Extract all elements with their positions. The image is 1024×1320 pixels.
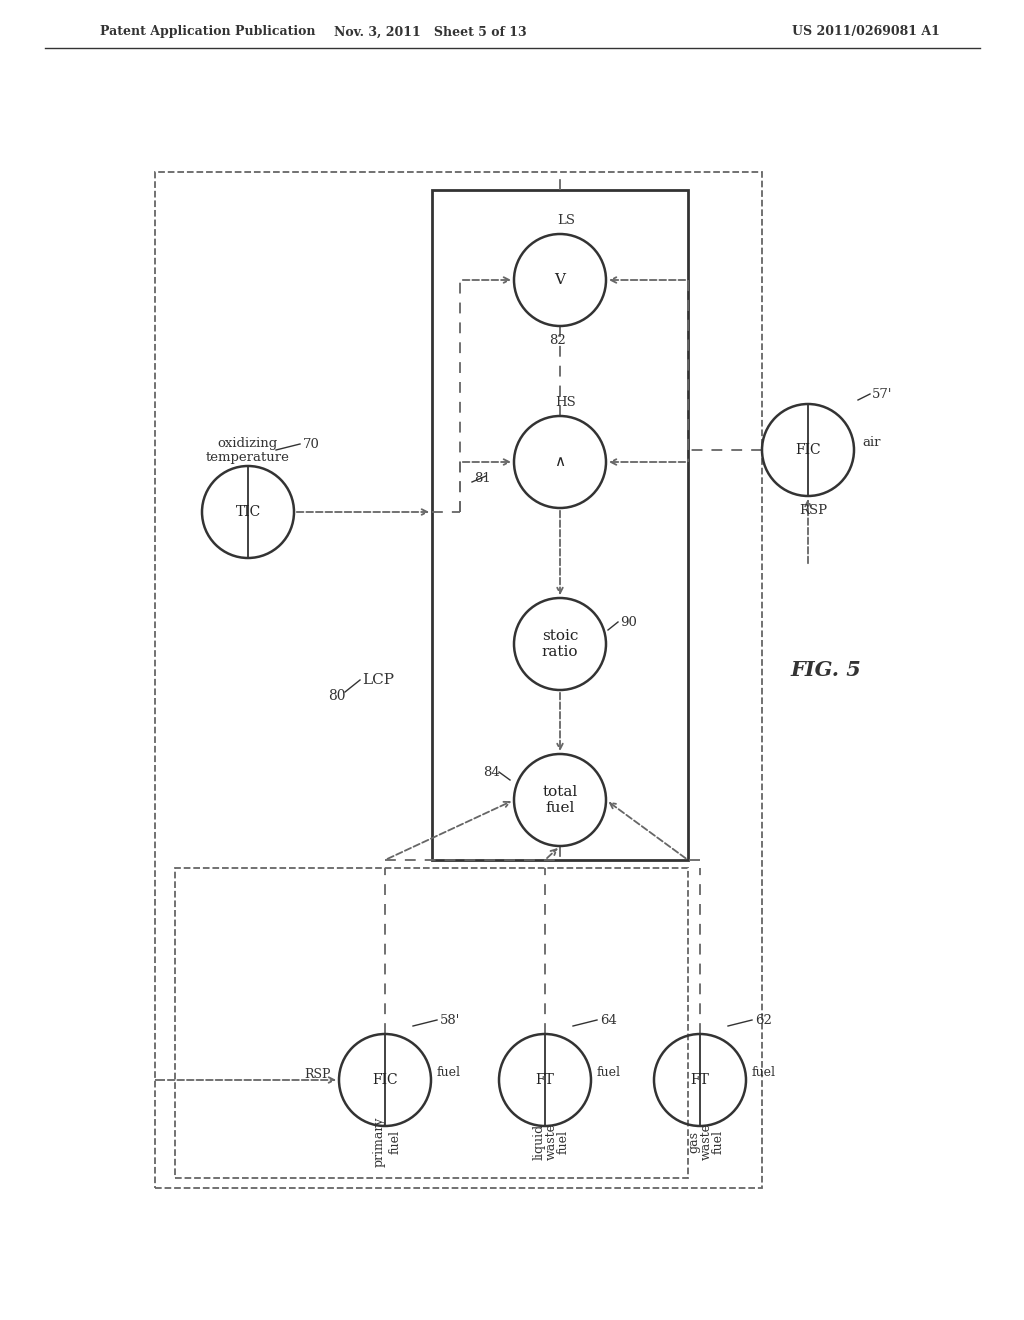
Text: TIC: TIC	[236, 506, 261, 519]
Text: 80: 80	[328, 689, 345, 704]
Text: fuel: fuel	[437, 1065, 461, 1078]
Text: 58': 58'	[440, 1014, 461, 1027]
Text: fuel: fuel	[388, 1130, 401, 1154]
Text: waste: waste	[699, 1123, 713, 1160]
Text: HS: HS	[556, 396, 577, 409]
Text: fuel: fuel	[556, 1130, 569, 1154]
Text: temperature: temperature	[206, 451, 290, 465]
Text: Nov. 3, 2011   Sheet 5 of 13: Nov. 3, 2011 Sheet 5 of 13	[334, 25, 526, 38]
Text: 64: 64	[600, 1014, 616, 1027]
Text: RSP: RSP	[799, 503, 827, 516]
Text: 81: 81	[474, 471, 490, 484]
Text: 90: 90	[620, 615, 637, 628]
Text: total
fuel: total fuel	[543, 785, 578, 814]
Text: air: air	[862, 436, 881, 449]
Text: oxidizing: oxidizing	[218, 437, 279, 450]
Text: LS: LS	[557, 214, 575, 227]
Text: Patent Application Publication: Patent Application Publication	[100, 25, 315, 38]
Bar	[432, 190, 688, 861]
Text: waste: waste	[545, 1123, 557, 1160]
Text: FIC: FIC	[796, 444, 821, 457]
Text: FIG. 5: FIG. 5	[790, 660, 861, 680]
Bar	[175, 869, 688, 1177]
Text: fuel: fuel	[752, 1065, 776, 1078]
Text: US 2011/0269081 A1: US 2011/0269081 A1	[793, 25, 940, 38]
Text: 70: 70	[303, 437, 319, 450]
Text: liquid: liquid	[532, 1123, 546, 1160]
Text: LCP: LCP	[362, 673, 394, 686]
Text: 62: 62	[755, 1014, 772, 1027]
Text: gas: gas	[687, 1131, 700, 1152]
Text: V: V	[555, 273, 565, 286]
Text: stoic
ratio: stoic ratio	[542, 628, 579, 659]
Bar	[155, 172, 762, 1188]
Text: 82: 82	[550, 334, 566, 346]
Text: 84: 84	[483, 766, 500, 779]
Text: FT: FT	[536, 1073, 554, 1086]
Text: ∧: ∧	[554, 455, 565, 469]
Text: RSP: RSP	[304, 1068, 331, 1081]
Text: FIC: FIC	[372, 1073, 397, 1086]
Text: fuel: fuel	[597, 1065, 621, 1078]
Text: fuel: fuel	[712, 1130, 725, 1154]
Text: 57': 57'	[872, 388, 893, 400]
Text: primary: primary	[373, 1117, 385, 1167]
Text: FT: FT	[690, 1073, 710, 1086]
